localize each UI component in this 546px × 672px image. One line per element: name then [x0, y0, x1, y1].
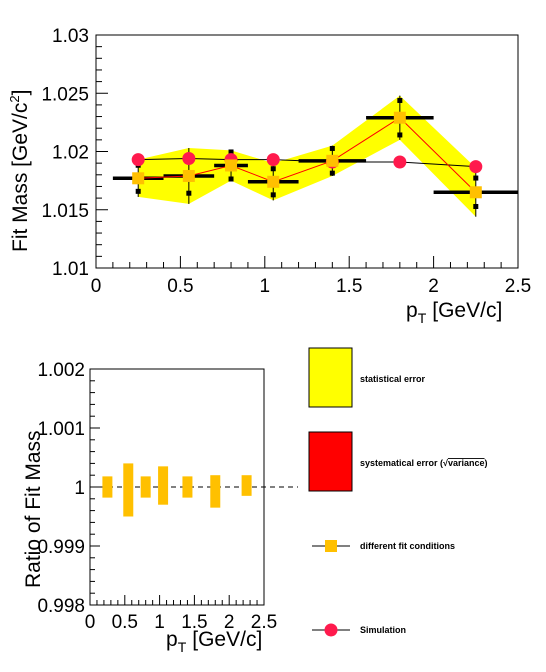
legend-sys-swatch: [308, 431, 353, 492]
simulation-point: [469, 160, 483, 174]
legend-item-systematical-error: systematical error (√variance): [308, 431, 488, 492]
legend-sys-label: systematical error (√variance): [360, 458, 488, 468]
y-tick-label: 1.03: [52, 26, 89, 47]
sys-error-cap-top: [329, 145, 335, 151]
x-tick-label: 1.5: [336, 276, 362, 297]
y-tick-label: 1.025: [41, 84, 89, 105]
x-tick-label: 2.5: [505, 276, 531, 297]
x-tick-label: 1: [260, 276, 271, 297]
legend-item-statistical-error: statistical error: [308, 347, 426, 408]
x-tick-label: 0.5: [167, 276, 193, 297]
x-tick-label: 2: [224, 612, 235, 633]
legend-fit-marker: [325, 540, 337, 552]
fit-point: [132, 172, 145, 185]
sys-error-cap-bottom: [228, 176, 234, 182]
fit-mass-chart: 0 0.5 1 1.5 2 2.5 1.01 1.015 1.02 1.025 1.03 Fit …: [7, 26, 531, 326]
x-tick-label: 0: [85, 612, 96, 633]
sys-error-cap-bottom: [473, 203, 479, 209]
sys-error-cap-top: [397, 97, 403, 103]
y-tick-label: 1.002: [37, 360, 85, 381]
sys-error-cap-top: [228, 149, 234, 155]
ratio-bar: [241, 475, 252, 496]
x-tick-label: 0: [91, 276, 102, 297]
y-tick-label: 1.015: [41, 201, 89, 222]
sys-error-cap-bottom: [397, 132, 403, 138]
ratio-y-ticks: 0.998 0.999 1 1.001 1.002: [37, 360, 100, 617]
legend-fit-label: different fit conditions: [360, 541, 455, 551]
simulation-point: [131, 153, 145, 167]
y-tick-label: 1: [74, 478, 85, 499]
fit-mass-plot-area: [112, 95, 518, 217]
fit-mass-y-axis-title: Fit Mass [GeV/c2]: [7, 90, 32, 252]
ratio-x-axis-title: pT [GeV/c]: [166, 628, 262, 655]
simulation-point: [393, 155, 407, 169]
legend-stat-swatch: [308, 347, 353, 408]
ratio-bar: [158, 466, 169, 505]
sys-error-cap-bottom: [186, 190, 192, 196]
x-tick-label: 0.5: [112, 612, 138, 633]
fit-point: [267, 175, 280, 188]
ratio-bar: [210, 475, 221, 508]
legend: statistical error systematical error (√v…: [308, 347, 488, 637]
y-tick-label: 1.01: [52, 259, 89, 280]
simulation-point: [266, 153, 280, 167]
sys-error-cap-bottom: [329, 170, 335, 176]
y-tick-label: 1.02: [52, 143, 89, 164]
sys-error-cap-top: [473, 175, 479, 181]
ratio-bar: [123, 463, 134, 517]
fit-point: [326, 154, 339, 167]
y-tick-label: 0.998: [37, 596, 85, 617]
sys-error-cap-top: [270, 166, 276, 172]
y-tick-label: 1.001: [37, 419, 85, 440]
ratio-x-ticks: 0 0.5 1 1.5 2 2.5: [85, 595, 277, 633]
ratio-bar: [102, 476, 113, 498]
fit-point: [469, 186, 482, 199]
x-tick-label: 2: [428, 276, 439, 297]
fit-point: [182, 169, 195, 182]
sys-error-cap-bottom: [135, 188, 141, 194]
ratio-plot-area: [90, 463, 298, 517]
fit-mass-x-axis-title: pT [GeV/c]: [406, 299, 502, 326]
legend-item-fit-conditions: different fit conditions: [312, 540, 455, 552]
legend-sim-label: Simulation: [360, 625, 406, 635]
y-tick-label: 0.999: [37, 537, 85, 558]
sqrt-symbol: √: [443, 458, 448, 468]
x-tick-label: 1: [154, 612, 165, 633]
legend-sys-root: variance: [448, 458, 485, 468]
fit-mass-x-ticks: 0 0.5 1 1.5 2 2.5: [91, 256, 531, 297]
ratio-frame: [89, 368, 265, 606]
ratio-bar: [140, 476, 151, 498]
x-tick-label: 1.5: [181, 612, 207, 633]
legend-item-simulation: Simulation: [312, 623, 406, 637]
sys-error-cap-bottom: [270, 192, 276, 198]
ratio-y-axis-title: Ratio of Fit Mass: [22, 430, 45, 588]
x-tick-label: 2.5: [251, 612, 277, 633]
ratio-bar: [182, 476, 193, 498]
fit-mass-y-ticks: 1.01 1.015 1.02 1.025 1.03: [41, 26, 108, 280]
legend-stat-label: statistical error: [360, 374, 426, 384]
fit-point: [225, 159, 238, 172]
simulation-point: [182, 151, 196, 165]
stat-error-band: [138, 95, 476, 217]
legend-sim-marker: [324, 623, 338, 637]
fit-point: [393, 111, 406, 124]
